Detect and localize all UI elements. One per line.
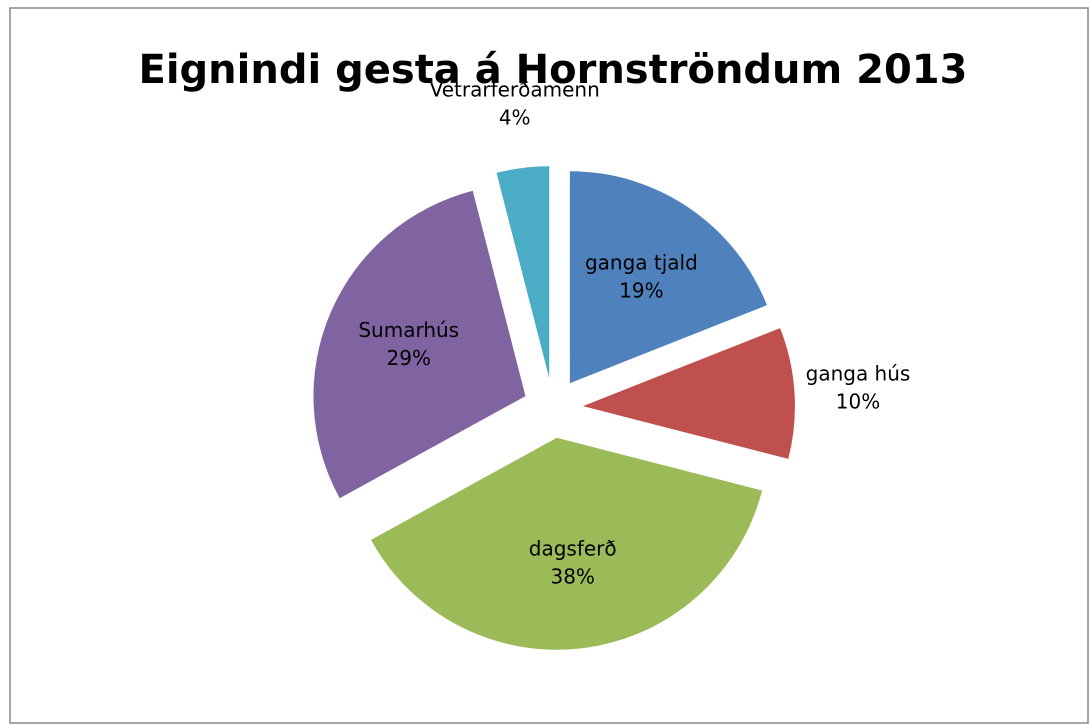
slice-value-label: 19% <box>619 278 663 302</box>
pie-slice <box>496 166 550 379</box>
pie-slice <box>370 437 763 650</box>
slice-label: ganga tjald <box>585 250 698 274</box>
slice-label: Sumarhús <box>358 318 459 342</box>
slice-label: Vetrarferðamenn <box>430 77 600 101</box>
slice-value-label: 10% <box>836 389 880 413</box>
slice-value-label: 4% <box>499 105 531 129</box>
slice-label: ganga hús <box>806 361 911 385</box>
slice-label: dagsferð <box>529 536 617 560</box>
pie-slice <box>569 171 767 384</box>
pie-slice <box>313 190 526 499</box>
chart-title: Eignindi gesta á Hornströndum 2013 <box>139 47 968 93</box>
slice-value-label: 38% <box>550 564 594 588</box>
slice-value-label: 29% <box>387 346 431 370</box>
pie-slice <box>582 328 795 459</box>
